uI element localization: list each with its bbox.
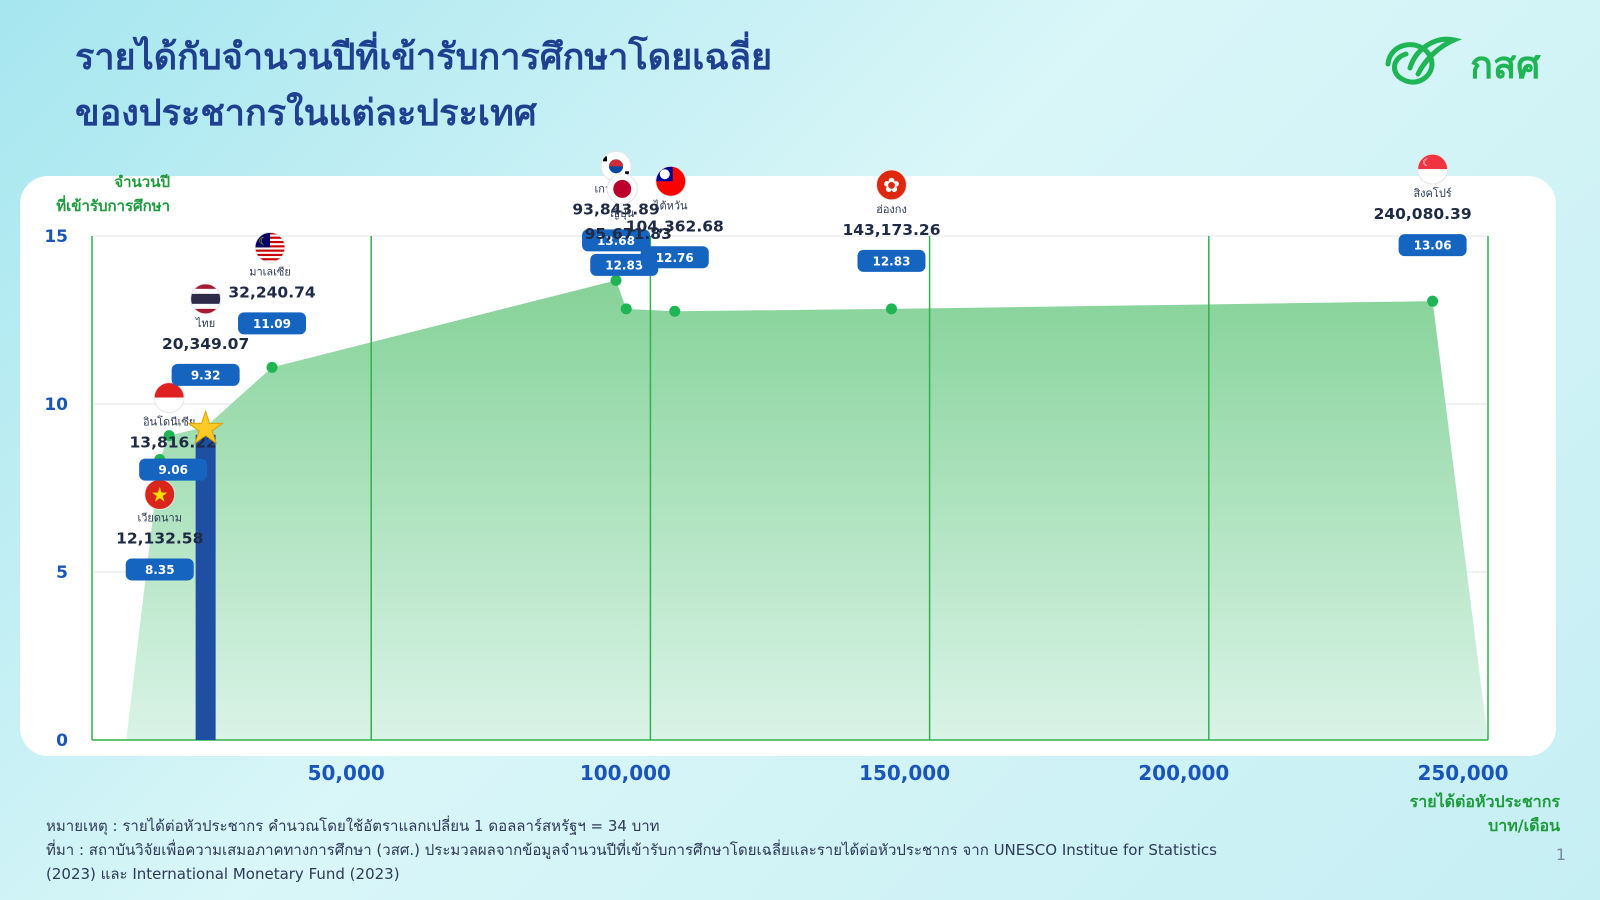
hong-kong-flag-icon: ✿: [875, 169, 907, 201]
years-badge: [640, 246, 709, 269]
years-label: 9.06: [158, 463, 188, 477]
years-badge: [1398, 234, 1467, 257]
eef-logo-icon: [1385, 36, 1463, 85]
svg-text:★: ★: [151, 482, 169, 506]
vietnam-flag-icon: ★: [144, 478, 176, 510]
country-label: ไต้หวัน: [653, 199, 688, 212]
data-point: [163, 430, 175, 442]
svg-text:✿: ✿: [883, 173, 900, 197]
income-label: 95,671.83: [585, 225, 672, 243]
y-tick-label: 15: [44, 227, 68, 247]
years-label: 11.09: [253, 317, 291, 331]
income-label: 93,843.89: [572, 200, 659, 218]
source-text: ที่มา : สถาบันวิจัยเพื่อความเสมอภาคทางกา…: [46, 841, 1217, 883]
title-line-2: ของประชากรในแต่ละประเทศ: [75, 93, 537, 134]
income-label: 12,132.58: [116, 529, 203, 547]
area-series: [126, 280, 1488, 740]
page-number: 1: [1555, 845, 1566, 864]
note-text: หมายเหตุ : รายได้ต่อหัวประชากร คำนวณโดยใ…: [46, 817, 660, 835]
japan-flag-icon: [606, 173, 638, 205]
income-label: 13,816.22: [130, 434, 217, 452]
country-label: อินโดนีเซีย: [143, 415, 196, 429]
malaysia-flag-icon: ☾: [254, 231, 286, 263]
singapore-flag-icon: ☾: [1417, 153, 1449, 185]
years-label: 13.68: [597, 234, 635, 248]
x-tick-label: 150,000: [859, 761, 950, 785]
highlight-bar: [195, 434, 216, 740]
years-badge: [582, 229, 651, 252]
y-axis-title: จำนวนปี ที่เข้ารับการศึกษา: [30, 170, 170, 218]
x-axis-title-line-2: บาท/เดือน: [1488, 816, 1560, 835]
years-label: 13.06: [1414, 239, 1452, 253]
x-tick-label: 100,000: [580, 761, 671, 785]
thailand-flag-icon: [190, 283, 222, 315]
y-tick-label: 5: [56, 563, 68, 583]
svg-text:☾: ☾: [259, 236, 268, 247]
years-badge: [238, 312, 307, 335]
years-label: 8.35: [145, 563, 175, 577]
country-label: ญี่ปุ่น: [610, 205, 634, 220]
income-label: 143,173.26: [842, 221, 940, 239]
country-label: มาเลเซีย: [249, 265, 291, 278]
chart-title: รายได้กับจำนวนปีที่เข้ารับการศึกษาโดยเฉล…: [75, 30, 772, 142]
y-axis-title-line-2: ที่เข้ารับการศึกษา: [56, 197, 170, 215]
data-point: [885, 303, 897, 315]
years-badge: [171, 363, 240, 386]
country-label: ไทย: [195, 317, 215, 330]
y-tick-label: 0: [56, 731, 68, 751]
income-label: 104,362.68: [626, 217, 724, 235]
indonesia-flag-icon: [153, 382, 185, 414]
data-point: [266, 361, 278, 373]
highlight-star-icon: ★: [186, 403, 225, 454]
years-label: 9.32: [191, 368, 221, 382]
years-label: 12.83: [605, 258, 643, 272]
data-point: [610, 274, 622, 286]
x-axis-title: รายได้ต่อหัวประชากร บาท/เดือน: [1410, 790, 1560, 838]
years-label: 12.76: [656, 251, 694, 265]
years-badge: [857, 249, 926, 272]
country-label: ฮ่องกง: [876, 203, 907, 216]
y-axis-title-line-1: จำนวนปี: [114, 173, 170, 191]
y-tick-label: 10: [44, 395, 68, 415]
x-tick-label: 200,000: [1138, 761, 1229, 785]
x-tick-label: 50,000: [308, 761, 385, 785]
years-badge: [139, 458, 208, 481]
income-label: 240,080.39: [1374, 205, 1472, 223]
footnote: หมายเหตุ : รายได้ต่อหัวประชากร คำนวณโดยใ…: [46, 814, 1226, 886]
years-badge: [125, 558, 194, 581]
logo-text: กสศ: [1470, 43, 1541, 87]
x-axis-title-line-1: รายได้ต่อหัวประชากร: [1409, 792, 1560, 811]
data-point: [669, 305, 681, 317]
title-line-1: รายได้กับจำนวนปีที่เข้ารับการศึกษาโดยเฉล…: [75, 37, 773, 78]
country-label: เวียดนาม: [138, 511, 182, 524]
income-label: 20,349.07: [162, 335, 249, 353]
data-point: [620, 303, 632, 315]
country-label: สิงคโปร์: [1413, 186, 1452, 200]
svg-text:☾: ☾: [1422, 158, 1431, 169]
data-point: [1427, 295, 1439, 307]
taiwan-flag-icon: [655, 165, 687, 197]
x-tick-label: 250,000: [1417, 761, 1508, 785]
income-label: 32,240.74: [228, 283, 315, 301]
years-label: 12.83: [872, 254, 910, 268]
